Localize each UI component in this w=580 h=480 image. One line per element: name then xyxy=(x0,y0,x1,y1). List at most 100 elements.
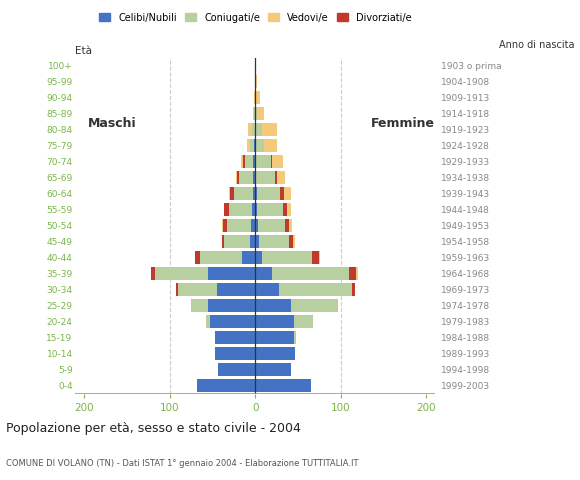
Bar xyxy=(280,187,284,201)
Bar xyxy=(273,267,349,280)
Bar xyxy=(227,219,251,232)
Bar xyxy=(257,187,280,201)
Bar xyxy=(239,171,253,184)
Bar xyxy=(255,171,256,184)
Bar xyxy=(229,187,230,201)
Bar xyxy=(282,203,287,216)
Bar xyxy=(271,155,273,168)
Bar xyxy=(311,251,318,264)
Bar xyxy=(250,235,255,249)
Bar xyxy=(352,283,356,296)
Bar xyxy=(262,251,311,264)
Bar xyxy=(258,219,285,232)
Bar xyxy=(251,219,255,232)
Bar xyxy=(257,203,282,216)
Bar xyxy=(237,171,239,184)
Bar xyxy=(155,267,208,280)
Bar xyxy=(215,331,255,345)
Bar xyxy=(255,315,293,328)
Bar xyxy=(219,363,255,376)
Bar xyxy=(284,187,291,201)
Bar xyxy=(205,315,210,328)
Bar xyxy=(255,91,256,105)
Bar xyxy=(255,379,311,393)
Bar xyxy=(242,251,255,264)
Bar xyxy=(210,315,255,328)
Bar xyxy=(250,139,255,153)
Bar xyxy=(293,235,295,249)
Bar xyxy=(279,283,352,296)
Bar xyxy=(230,187,234,201)
Bar xyxy=(195,251,200,264)
Bar xyxy=(253,187,255,201)
Legend: Celibi/Nubili, Coniugati/e, Vedovi/e, Divorziati/e: Celibi/Nubili, Coniugati/e, Vedovi/e, Di… xyxy=(95,9,415,26)
Bar xyxy=(223,203,224,216)
Bar xyxy=(285,219,289,232)
Bar xyxy=(256,91,260,105)
Bar xyxy=(293,331,296,345)
Bar xyxy=(255,363,291,376)
Bar xyxy=(222,219,223,232)
Bar xyxy=(235,171,237,184)
Bar xyxy=(255,139,264,153)
Bar xyxy=(287,203,291,216)
Bar xyxy=(255,107,257,120)
Bar xyxy=(255,203,257,216)
Bar xyxy=(255,283,279,296)
Bar xyxy=(318,251,320,264)
Bar xyxy=(255,155,256,168)
Bar xyxy=(222,235,224,249)
Bar xyxy=(248,139,250,153)
Bar xyxy=(253,171,255,184)
Bar xyxy=(291,299,338,312)
Bar xyxy=(257,107,264,120)
Bar xyxy=(200,251,242,264)
Bar xyxy=(253,107,255,120)
Bar xyxy=(224,235,250,249)
Bar xyxy=(223,219,227,232)
Bar xyxy=(262,123,277,136)
Bar xyxy=(191,299,208,312)
Text: Femmine: Femmine xyxy=(371,117,435,130)
Bar xyxy=(234,187,253,201)
Bar xyxy=(224,203,229,216)
Text: Popolazione per età, sesso e stato civile - 2004: Popolazione per età, sesso e stato civil… xyxy=(6,422,300,435)
Bar xyxy=(178,283,217,296)
Bar xyxy=(176,283,178,296)
Bar xyxy=(243,155,245,168)
Bar xyxy=(217,283,255,296)
Bar xyxy=(349,267,356,280)
Bar xyxy=(151,267,155,280)
Bar xyxy=(229,203,252,216)
Bar xyxy=(256,155,271,168)
Bar xyxy=(215,347,255,360)
Bar xyxy=(259,235,289,249)
Text: COMUNE DI VOLANO (TN) - Dati ISTAT 1° gennaio 2004 - Elaborazione TUTTITALIA.IT: COMUNE DI VOLANO (TN) - Dati ISTAT 1° ge… xyxy=(6,458,358,468)
Bar xyxy=(255,267,273,280)
Bar xyxy=(293,315,313,328)
Bar xyxy=(264,139,277,153)
Bar xyxy=(277,171,285,184)
Bar xyxy=(289,235,293,249)
Text: Età: Età xyxy=(75,46,92,56)
Bar xyxy=(197,379,255,393)
Bar xyxy=(255,235,259,249)
Bar xyxy=(255,219,258,232)
Bar xyxy=(273,155,282,168)
Bar xyxy=(255,187,257,201)
Bar xyxy=(275,171,277,184)
Bar xyxy=(255,251,262,264)
Bar xyxy=(252,203,255,216)
Bar xyxy=(241,155,243,168)
Bar xyxy=(255,347,295,360)
Text: Maschi: Maschi xyxy=(88,117,137,130)
Bar xyxy=(208,267,255,280)
Bar xyxy=(255,75,257,88)
Bar xyxy=(255,331,293,345)
Bar xyxy=(289,219,292,232)
Bar xyxy=(253,155,255,168)
Bar xyxy=(356,267,358,280)
Text: Anno di nascita: Anno di nascita xyxy=(499,40,574,50)
Bar xyxy=(255,123,262,136)
Bar xyxy=(256,171,275,184)
